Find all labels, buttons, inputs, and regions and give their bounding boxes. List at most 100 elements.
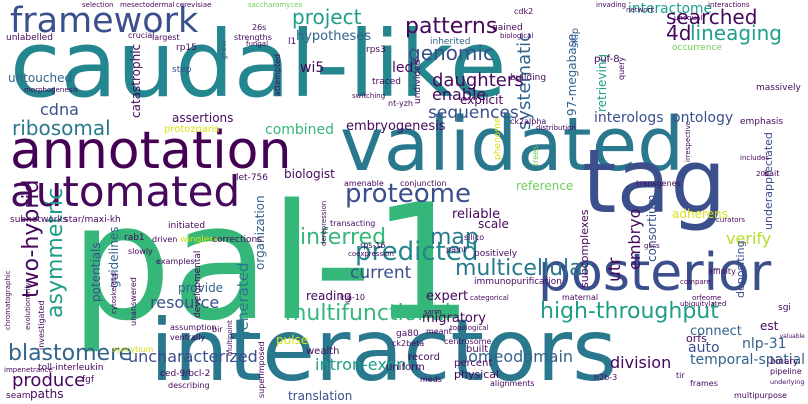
word-caudal-like: caudal-like	[10, 11, 507, 118]
word-evolutionarily: evolutionarily	[24, 282, 32, 330]
word-developmental: developmental	[193, 251, 203, 318]
word-seam: seam	[6, 391, 31, 401]
word-daughters: daughters	[432, 70, 524, 91]
word-led: led	[392, 60, 413, 76]
word-centrosome: centrosome	[444, 337, 491, 346]
word-enable: enable	[432, 85, 486, 104]
word-high-throughput: high-throughput	[540, 299, 719, 324]
word-generated: generated	[234, 263, 252, 340]
word-includes: includes	[740, 154, 769, 162]
word-interactions: interactions	[708, 1, 750, 9]
word-largest: largest	[152, 33, 180, 42]
word-rps3: rps3	[366, 45, 386, 55]
word-skip: skip	[570, 28, 581, 48]
word-affinity: affinity	[708, 267, 736, 276]
word-framework: framework	[10, 1, 199, 41]
word-reading: reading	[306, 289, 352, 303]
word-trees: trees	[531, 146, 540, 166]
word-sequences: sequences	[428, 103, 519, 123]
word-blastomere: blastomere	[8, 341, 132, 366]
word-ced-9-bcl-2: ced-9/bcl-2	[160, 369, 210, 379]
word-annotation: annotation	[10, 121, 291, 181]
word-compare: compare	[680, 278, 711, 286]
word-categorical: categorical	[470, 294, 509, 302]
word-silico: silico	[464, 233, 484, 242]
word-curators: curators	[716, 216, 745, 224]
word-initiated: initiated	[168, 221, 205, 231]
word-ribosomal: ribosomal	[12, 116, 111, 140]
word-meds: meds	[420, 375, 442, 384]
word-unanswered: unanswered	[129, 277, 138, 326]
word-gscs: gscs	[644, 242, 660, 250]
word-phenome: phenome	[493, 117, 503, 160]
word-guidelines: guidelines	[107, 227, 121, 288]
word-paths: paths	[30, 387, 64, 401]
word-auto: auto	[688, 340, 720, 356]
word-slowly: slowly	[128, 247, 153, 256]
word-selection: selection	[82, 1, 113, 9]
word-hypotheses: hypotheses	[296, 29, 371, 44]
word-transacting: transacting	[330, 219, 375, 228]
word-homeodomain: homeodomain	[458, 347, 573, 366]
word-irrespective: irrespective	[684, 121, 692, 162]
word-reference: reference	[516, 179, 573, 193]
word-proteome: proteome	[345, 179, 471, 209]
word-orfs: orfs	[686, 332, 707, 345]
word-l1: l1	[288, 37, 296, 47]
word-asymmetric: asymmetric	[43, 188, 68, 318]
word-validated: validated	[340, 102, 684, 188]
word-ventrally: ventrally	[170, 333, 206, 342]
word-automated: automated	[10, 167, 240, 216]
word-intron-exon: intron-exon	[315, 355, 406, 374]
word-verify: verify	[726, 229, 771, 248]
word-percent: percent	[454, 358, 492, 369]
word-20s: 20s	[756, 170, 769, 178]
word-driven: driven	[152, 235, 177, 244]
word-uncharacterized: uncharacterized	[128, 347, 258, 366]
word-traced: traced	[372, 77, 401, 87]
word-wi5: wi5	[300, 60, 324, 76]
word-unequal: unequal	[674, 14, 702, 22]
word-corrections: corrections	[212, 235, 262, 245]
word-chromatographic: chromatographic	[4, 270, 12, 330]
word-reliable: reliable	[452, 207, 500, 222]
word-amenable: amenable	[344, 179, 384, 188]
word-sgi: sgi	[778, 303, 791, 313]
word-rp15: rp15	[176, 43, 197, 53]
word-pulse: pulse	[276, 333, 308, 347]
word-division: division	[610, 353, 671, 372]
word-ck2beta: ck2beta	[392, 339, 424, 348]
word-subcomplexes: subcomplexes	[578, 209, 591, 288]
word-interactors: interactors	[150, 301, 617, 401]
word-maternal: maternal	[562, 293, 598, 302]
word-97-megabase: 97-megabase	[565, 34, 579, 116]
word-assumption: assumption	[170, 323, 217, 332]
word-connect: connect	[690, 324, 742, 339]
word-rps-16: rps-16	[360, 241, 386, 250]
word-inherited: inherited	[430, 37, 470, 47]
word-describing: describing	[168, 381, 210, 390]
word-biologist: biologist	[284, 167, 335, 181]
word-frames: frames	[690, 379, 718, 388]
word-bir: bir	[212, 325, 223, 334]
word-multipoint: multipoint	[226, 320, 234, 356]
word-unlabelled: unlabelled	[6, 33, 53, 43]
word-fgf: fgf	[82, 375, 95, 385]
word-bait: bait	[764, 169, 779, 178]
word-record: record	[408, 352, 440, 363]
word-multipurpose: multipurpose	[734, 391, 787, 400]
word-biological: biological	[500, 32, 533, 40]
word-cerevisiae: cerevisiae	[176, 1, 211, 9]
word-organization: organization	[253, 195, 267, 270]
word-map: map	[430, 225, 479, 250]
word-catastrophic: catastrophic	[129, 44, 143, 118]
word-uniform: uniform	[386, 362, 425, 373]
word-inferred: inferred	[300, 225, 386, 250]
word-26s: 26s	[252, 23, 266, 32]
word-posterior: posterior	[538, 243, 772, 303]
word-searched: searched	[666, 5, 757, 29]
word-predicted: predicted	[355, 237, 478, 267]
